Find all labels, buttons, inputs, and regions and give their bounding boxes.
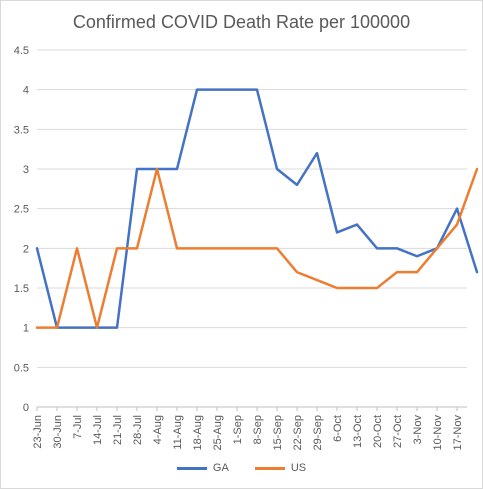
legend-swatch-ga (176, 466, 207, 470)
legend-label-us: US (290, 462, 307, 474)
x-tick-label: 21-Jul (112, 415, 124, 445)
x-tick-label: 10-Nov (432, 415, 444, 451)
legend-item-ga: GA (176, 462, 229, 474)
chart-title: Confirmed COVID Death Rate per 100000 (72, 12, 411, 32)
x-tick-label: 1-Sep (232, 415, 244, 444)
y-tick-label: 4.5 (14, 45, 29, 57)
y-tick-label: 2.5 (14, 204, 29, 216)
x-tick-label: 22-Sep (292, 415, 304, 450)
y-tick-label: 3 (23, 164, 29, 176)
x-tick-label: 29-Sep (312, 415, 324, 450)
legend-label-ga: GA (212, 462, 229, 474)
series-line-us (35, 167, 479, 329)
x-tick-label: 27-Oct (392, 415, 404, 448)
x-tick-label: 30-Jun (52, 415, 64, 449)
x-tick-label: 13-Oct (352, 415, 364, 448)
y-tick-label: 1.5 (14, 283, 29, 295)
x-tick-label: 14-Jul (92, 415, 104, 445)
x-tick-label: 18-Aug (192, 415, 204, 450)
x-tick-label: 8-Sep (252, 415, 264, 444)
y-tick-label: 4 (23, 85, 29, 97)
x-tick-label: 15-Sep (272, 415, 284, 450)
x-tick-label: 17-Nov (452, 415, 464, 451)
x-tick-label: 3-Nov (412, 415, 424, 445)
x-tick-label: 20-Oct (372, 415, 384, 448)
legend-item-us: US (254, 462, 307, 474)
x-tick-label: 6-Oct (332, 415, 344, 442)
legend: GA US (0, 462, 483, 474)
legend-swatch-us (254, 466, 285, 470)
y-tick-label: 0.5 (14, 362, 29, 374)
y-tick-label: 2 (23, 243, 29, 255)
y-tick-label: 1 (23, 323, 29, 335)
x-tick-label: 28-Jul (132, 415, 144, 445)
x-tick-label: 7-Jul (72, 415, 84, 439)
x-tick-label: 11-Aug (172, 415, 184, 450)
x-tick-label: 23-Jun (32, 415, 44, 449)
series-line-ga (35, 88, 479, 329)
x-tick-label: 4-Aug (152, 415, 164, 444)
y-tick-label: 3.5 (14, 124, 29, 136)
y-tick-label: 0 (23, 402, 29, 414)
x-tick-label: 25-Aug (212, 415, 224, 450)
